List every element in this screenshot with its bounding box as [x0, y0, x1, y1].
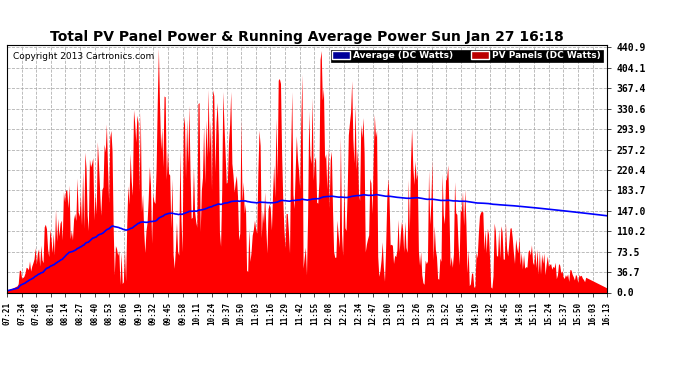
Text: Copyright 2013 Cartronics.com: Copyright 2013 Cartronics.com	[13, 53, 154, 62]
Legend: Average (DC Watts), PV Panels (DC Watts): Average (DC Watts), PV Panels (DC Watts)	[331, 50, 602, 62]
Title: Total PV Panel Power & Running Average Power Sun Jan 27 16:18: Total PV Panel Power & Running Average P…	[50, 30, 564, 44]
